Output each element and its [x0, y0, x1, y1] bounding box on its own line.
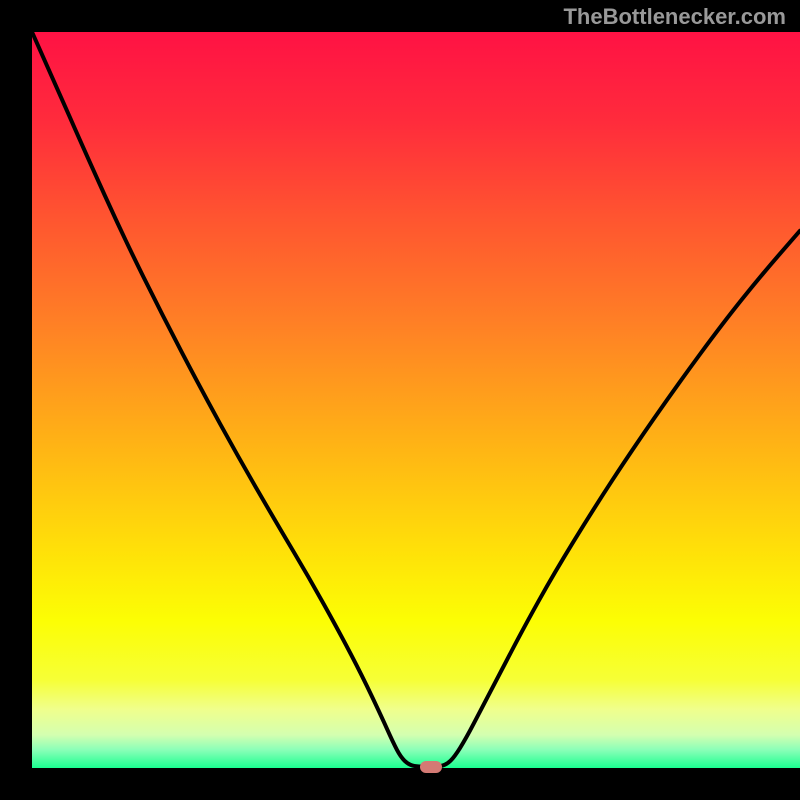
- bottleneck-curve: [32, 32, 800, 768]
- watermark-text: TheBottlenecker.com: [563, 4, 786, 30]
- plot-area: [32, 32, 800, 768]
- chart-container: TheBottlenecker.com: [0, 0, 800, 800]
- optimum-marker: [420, 761, 442, 773]
